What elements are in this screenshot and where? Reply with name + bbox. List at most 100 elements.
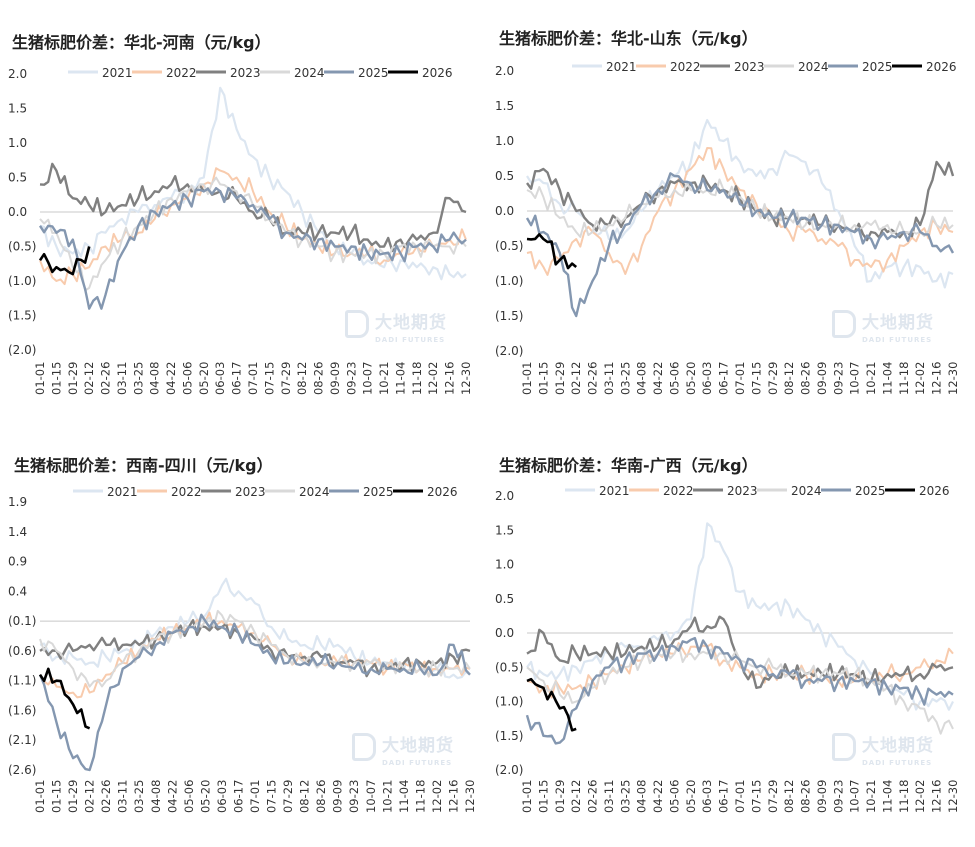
- series-line-2026: [38, 246, 91, 276]
- x-tick-label: 10-07: [361, 362, 375, 395]
- y-tick-label: (1.5): [495, 309, 523, 323]
- chart-svg: 2.0 1.5 1.0 0.5 0.0 (0.5) (1.0) (1.5) (2.0) 01-01…: [8, 66, 473, 395]
- x-tick-label: 11-04: [397, 780, 411, 813]
- x-tick-label: 05-20: [684, 362, 698, 395]
- x-tick-label: 01-29: [66, 780, 80, 813]
- y-tick-label: 0.5: [8, 171, 27, 185]
- x-tick-label: 10-07: [848, 362, 862, 395]
- x-tick-label: 06-17: [231, 780, 245, 813]
- legend-label-2021: 2021: [606, 60, 637, 74]
- x-tick-label: 06-03: [215, 780, 229, 813]
- x-tick-label: 02-26: [99, 780, 113, 813]
- x-tick-label: 07-01: [248, 780, 262, 813]
- x-tick-label: 09-23: [344, 362, 358, 395]
- legend-label-2026: 2026: [427, 485, 458, 499]
- x-tick-label: 01-29: [553, 362, 567, 395]
- x-tick-label: 12-16: [930, 780, 944, 813]
- x-tick-label: 12-16: [446, 780, 460, 813]
- x-tick-label: 09-23: [831, 362, 845, 395]
- x-tick-label: 12-02: [913, 780, 927, 813]
- legend-label-2025: 2025: [862, 60, 893, 74]
- x-tick-label: 10-21: [864, 780, 878, 813]
- y-tick-label: 0.9: [8, 555, 27, 569]
- x-tick-label: 08-12: [295, 362, 309, 395]
- x-tick-label: 08-12: [782, 780, 796, 813]
- x-tick-label: 07-15: [265, 780, 279, 813]
- series-line-2025: [38, 186, 467, 310]
- chart-svg: 2.0 1.5 1.0 0.5 0.0 (0.5) (1.0) (1.5) (2.0) 01-01…: [495, 60, 960, 395]
- x-tick-label: 10-07: [848, 780, 862, 813]
- x-tick-label: 05-06: [667, 780, 681, 813]
- series-line-2024: [526, 178, 954, 238]
- y-tick-label: 1.4: [8, 525, 27, 539]
- x-tick-label: 02-26: [586, 362, 600, 395]
- x-tick-label: 03-11: [116, 780, 130, 813]
- x-tick-label: 02-26: [99, 362, 113, 395]
- legend-label-2023: 2023: [230, 66, 261, 80]
- x-tick-label: 12-02: [913, 362, 927, 395]
- watermark-logo-icon: [345, 309, 369, 338]
- x-tick-label: 12-30: [463, 780, 477, 813]
- legend-label-2024: 2024: [294, 66, 325, 80]
- x-tick-label: 05-06: [182, 780, 196, 813]
- x-tick-label: 03-25: [131, 362, 145, 395]
- x-tick-label: 06-03: [700, 362, 714, 395]
- series-line-2026: [38, 667, 91, 730]
- legend-label-2022: 2022: [166, 66, 197, 80]
- x-tick-label: 01-15: [50, 780, 64, 813]
- series-line-2022: [526, 147, 954, 276]
- x-tick-label: 05-20: [684, 780, 698, 813]
- y-tick-label: (2.0): [495, 344, 523, 358]
- x-tick-label: 04-22: [164, 362, 178, 395]
- watermark: 大地期货 DADI FUTURES: [345, 308, 447, 344]
- y-tick-label: 1.5: [495, 523, 514, 537]
- x-tick-label: 07-01: [733, 780, 747, 813]
- x-tick-label: 08-26: [314, 780, 328, 813]
- x-tick-label: 07-29: [766, 780, 780, 813]
- watermark: 大地期货 DADI FUTURES: [832, 308, 934, 344]
- legend-label-2025: 2025: [363, 485, 394, 499]
- x-tick-label: 01-01: [33, 362, 47, 395]
- x-tick-label: 05-06: [180, 362, 194, 395]
- x-tick-label: 01-29: [66, 362, 80, 395]
- legend-label-2023: 2023: [734, 60, 765, 74]
- y-tick-label: (1.5): [495, 729, 523, 743]
- x-tick-label: 02-12: [569, 780, 583, 813]
- chart-panel-henan: 生猪标肥价差：华北-河南（元/kg） 2.0 1.5 1.0 0.5 0.0 (0.5) (…: [0, 0, 487, 423]
- x-tick-label: 12-02: [426, 362, 440, 395]
- series-line-2021: [526, 522, 954, 711]
- y-tick-label: (1.0): [495, 695, 523, 709]
- chart-panel-guangxi: 生猪标肥价差：华南-广西（元/kg） 2.0 1.5 1.0 0.5 0.0 (0.5) (…: [487, 423, 975, 847]
- y-tick-label: 1.9: [8, 495, 27, 509]
- y-tick-label: (0.1): [8, 614, 36, 628]
- x-tick-label: 04-22: [165, 780, 179, 813]
- x-tick-label: 01-15: [536, 780, 550, 813]
- y-tick-label: (0.6): [8, 644, 36, 658]
- x-tick-label: 06-03: [700, 780, 714, 813]
- x-tick-label: 02-12: [82, 362, 96, 395]
- x-tick-label: 09-23: [347, 780, 361, 813]
- series-line-2022: [39, 167, 467, 286]
- x-tick-label: 01-15: [536, 362, 550, 395]
- x-tick-label: 07-29: [766, 362, 780, 395]
- watermark-logo-icon: [352, 732, 376, 761]
- y-tick-label: 2.0: [495, 489, 514, 503]
- series-line-2026: [526, 677, 577, 732]
- series-line-2021: [39, 86, 467, 281]
- x-tick-label: 07-15: [749, 780, 763, 813]
- x-tick-label: 04-08: [148, 362, 162, 395]
- x-tick-label: 01-01: [33, 780, 47, 813]
- x-tick-label: 04-22: [651, 362, 665, 395]
- legend-label-2025: 2025: [358, 66, 389, 80]
- chart-title: 生猪标肥价差：华北-河南（元/kg）: [12, 33, 271, 52]
- watermark-logo-icon: [832, 732, 856, 761]
- y-tick-label: 0.4: [8, 584, 27, 598]
- x-tick-label: 07-29: [279, 362, 293, 395]
- x-tick-label: 11-18: [897, 362, 911, 395]
- x-tick-label: 10-21: [380, 780, 394, 813]
- watermark-logo-icon: [832, 309, 856, 338]
- chart-title: 生猪标肥价差：华北-山东（元/kg）: [499, 29, 758, 48]
- chart-panel-sichuan: 生猪标肥价差：西南-四川（元/kg） 1.9 1.4 0.9 0.4 (0.1) (0.6…: [0, 423, 487, 847]
- chart-svg: 2.0 1.5 1.0 0.5 0.0 (0.5) (1.0) (1.5) (2.0) 01-01…: [495, 484, 960, 813]
- x-tick-label: 09-09: [815, 780, 829, 813]
